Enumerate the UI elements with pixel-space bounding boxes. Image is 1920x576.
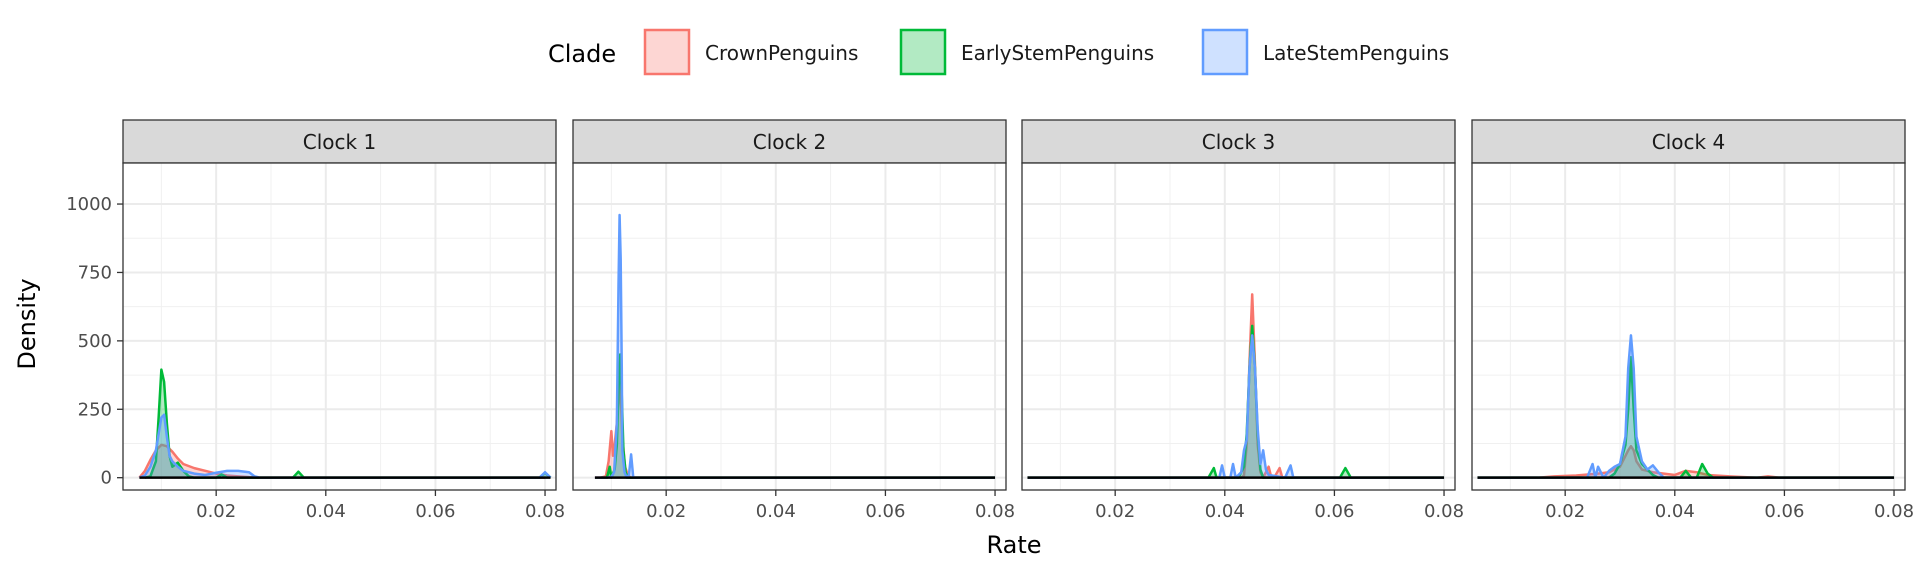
x-tick-label: 0.04 xyxy=(1205,501,1245,522)
plot-background xyxy=(1472,163,1905,490)
facet-panel-1: Clock 1 0.02 0.04 0.06 0.08 0 250 500 750 1000 xyxy=(66,119,565,522)
y-tick-label: 1000 xyxy=(66,194,112,215)
x-tick-label: 0.02 xyxy=(1545,501,1585,522)
density-area-crownpenguins xyxy=(139,444,546,478)
facet-panel-4: Clock 4 0.02 0.04 0.06 0.08 xyxy=(1471,119,1914,522)
x-tick-label: 0.08 xyxy=(975,501,1015,522)
x-tick-label: 0.08 xyxy=(525,501,565,522)
facet-panels: Clock 10.02 0.04 0.06 0.0802505007501000Clo… xyxy=(66,119,1914,522)
legend-label-earlystempenguins: EarlyStemPenguins xyxy=(961,41,1154,65)
density-area-latestempenguins xyxy=(139,414,551,478)
facet-panel-2: Clock 2 0.02 0.04 0.06 0.08 xyxy=(572,119,1015,522)
x-tick-label: 0.04 xyxy=(1655,501,1695,522)
plot-background xyxy=(573,163,1006,490)
legend-title: Clade xyxy=(548,40,616,68)
density-line-latestempenguins xyxy=(594,213,996,479)
x-tick-label: 0.06 xyxy=(1764,501,1804,522)
panel-border xyxy=(1021,162,1456,491)
x-tick-label: 0.08 xyxy=(1874,501,1914,522)
y-axis-title: Density xyxy=(13,278,41,369)
facet-strip xyxy=(122,119,557,164)
panel-border xyxy=(122,162,557,491)
density-line-latestempenguins xyxy=(1477,334,1895,479)
x-tick-label: 0.04 xyxy=(306,501,346,522)
facet-strip xyxy=(1021,119,1456,164)
x-tick-label: 0.08 xyxy=(1424,501,1464,522)
facet-strip-label: Clock 4 xyxy=(1652,130,1725,154)
x-tick-label: 0.04 xyxy=(756,501,796,522)
facet-strip-label: Clock 2 xyxy=(753,130,826,154)
panel-border xyxy=(1471,162,1906,491)
plot-background xyxy=(1022,163,1455,490)
plot-background xyxy=(123,163,556,490)
x-tick-label: 0.02 xyxy=(1095,501,1135,522)
x-tick-label: 0.06 xyxy=(1314,501,1354,522)
facet-strip xyxy=(1471,119,1906,164)
y-tick-label: 250 xyxy=(78,399,112,420)
facet-strip xyxy=(572,119,1007,164)
x-axis-title: Rate xyxy=(986,531,1041,559)
legend-key-crownpenguins xyxy=(643,28,691,76)
legend-key-earlystempenguins xyxy=(899,28,947,76)
facet-strip-label: Clock 1 xyxy=(303,130,376,154)
x-tick-label: 0.02 xyxy=(196,501,236,522)
x-tick-label: 0.02 xyxy=(646,501,686,522)
legend-label-crownpenguins: CrownPenguins xyxy=(705,41,858,65)
legend-key-latestempenguins xyxy=(1201,28,1249,76)
legend: Clade CrownPenguins EarlyStemPenguins LateS… xyxy=(548,28,1449,76)
panel-border xyxy=(572,162,1007,491)
x-tick-label: 0.06 xyxy=(415,501,455,522)
density-line-earlystempenguins xyxy=(144,368,552,479)
facet-strip-label: Clock 3 xyxy=(1202,130,1275,154)
legend-label-latestempenguins: LateStemPenguins xyxy=(1263,41,1449,65)
facet-panel-3: Clock 3 0.02 0.04 0.06 0.08 xyxy=(1021,119,1464,522)
y-tick-label: 500 xyxy=(78,331,112,352)
y-tick-label: 750 xyxy=(78,262,112,283)
y-tick-label: 0 xyxy=(101,468,112,489)
x-tick-label: 0.06 xyxy=(865,501,905,522)
